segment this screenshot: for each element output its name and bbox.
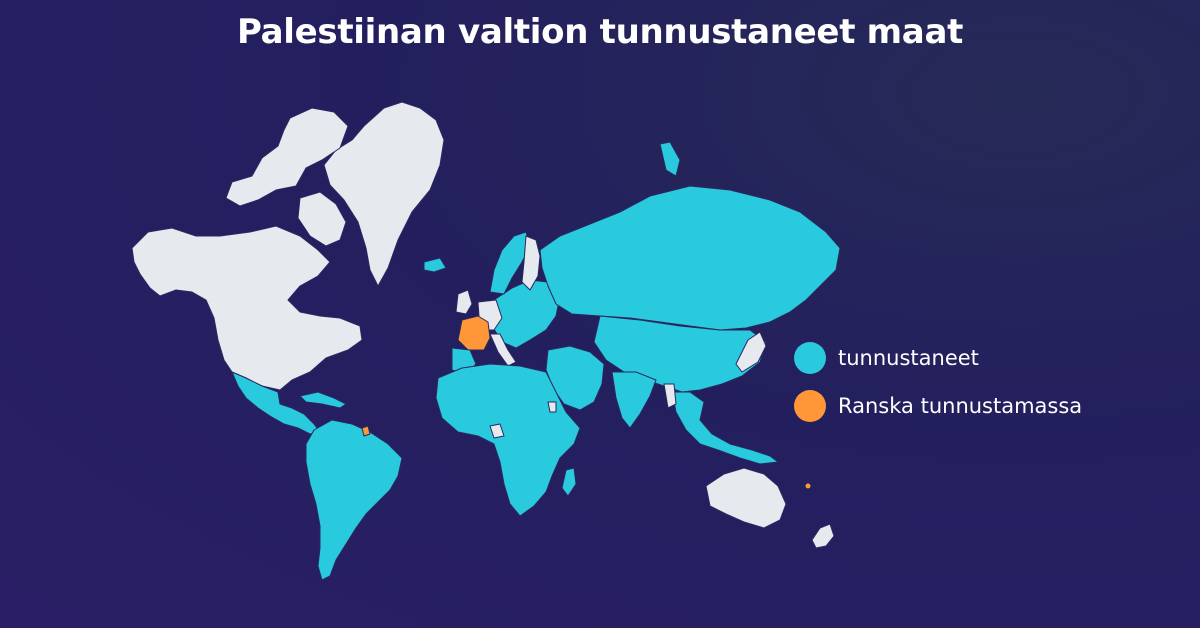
cameroon <box>489 423 505 439</box>
novaya-zemlya <box>659 141 681 177</box>
finland <box>521 235 541 291</box>
france <box>457 315 491 351</box>
russia <box>539 185 841 331</box>
new-caledonia <box>805 483 811 489</box>
eritrea <box>547 401 557 413</box>
north-america <box>131 225 363 391</box>
map-legend: tunnustaneet Ranska tunnustamassa <box>794 340 1082 436</box>
italy <box>489 333 517 367</box>
madagascar <box>561 467 577 497</box>
south-america <box>305 419 403 581</box>
iceland <box>423 257 447 273</box>
legend-label-recognized: tunnustaneet <box>838 346 979 370</box>
baffin-island <box>297 191 347 247</box>
new-zealand <box>811 523 835 549</box>
myanmar <box>663 383 677 409</box>
japan <box>735 331 767 373</box>
legend-item-in-progress: Ranska tunnustamassa <box>794 388 1082 424</box>
legend-swatch-recognized <box>794 342 826 374</box>
caribbean <box>299 391 347 409</box>
legend-swatch-in-progress <box>794 390 826 422</box>
africa <box>435 363 581 517</box>
southeast-asia <box>671 391 779 465</box>
india <box>611 371 657 429</box>
australia <box>705 467 787 529</box>
canada-arctic-islands <box>225 107 349 207</box>
greenland <box>323 101 445 287</box>
legend-label-in-progress: Ranska tunnustamassa <box>838 394 1083 418</box>
uk <box>455 289 473 315</box>
map-title: Palestiinan valtion tunnustaneet maat <box>236 12 964 52</box>
legend-item-recognized: tunnustaneet <box>794 340 1082 376</box>
french-guiana <box>361 425 371 437</box>
